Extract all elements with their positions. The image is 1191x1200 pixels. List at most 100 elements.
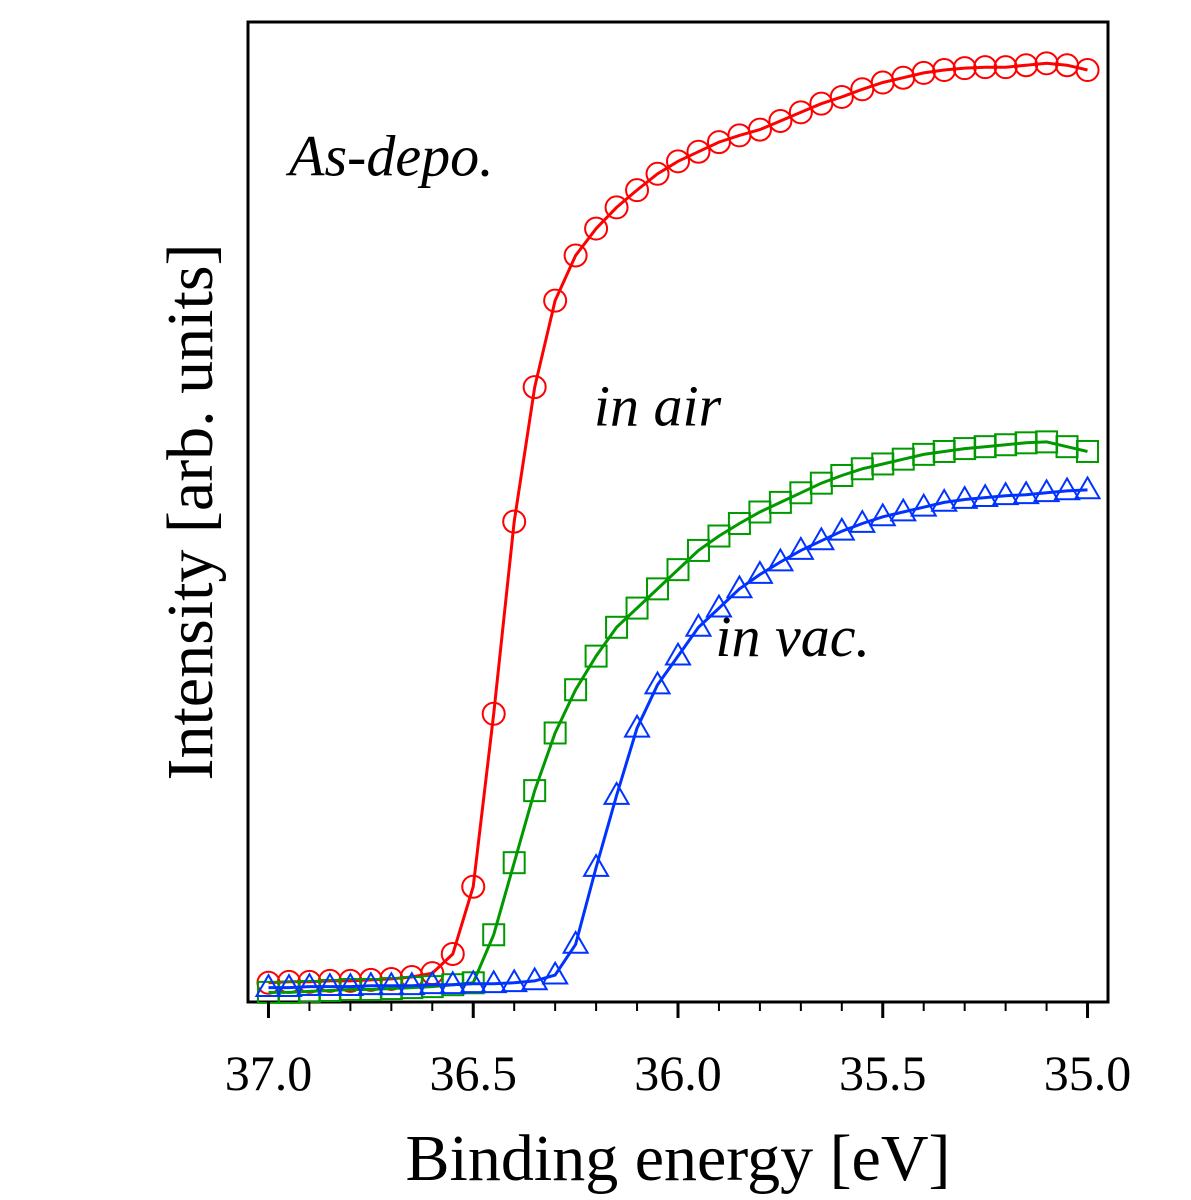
data-point bbox=[768, 108, 793, 133]
data-point bbox=[911, 60, 936, 85]
data-point bbox=[502, 851, 526, 875]
data-point bbox=[461, 874, 486, 899]
data-point bbox=[479, 969, 508, 994]
data-point bbox=[561, 929, 590, 954]
data-point bbox=[543, 721, 567, 745]
data-point bbox=[605, 615, 629, 639]
data-point bbox=[829, 84, 854, 109]
series-square bbox=[256, 430, 1100, 1004]
data-point bbox=[646, 577, 670, 601]
data-point bbox=[645, 161, 670, 186]
data-point bbox=[564, 678, 588, 702]
data-point bbox=[440, 941, 465, 966]
data-point bbox=[481, 701, 506, 726]
data-point bbox=[666, 149, 690, 174]
data-point bbox=[500, 968, 528, 993]
x-tick-label: 35.5 bbox=[839, 1045, 927, 1101]
data-point bbox=[523, 779, 547, 803]
data-point bbox=[602, 781, 631, 805]
data-point bbox=[828, 516, 856, 541]
data-point bbox=[1053, 476, 1081, 501]
data-point bbox=[520, 966, 549, 991]
data-point bbox=[971, 483, 999, 507]
data-point bbox=[1034, 51, 1059, 76]
series-layer bbox=[254, 51, 1102, 1004]
data-point bbox=[459, 969, 487, 994]
y-axis-title: Intensity [arb. units] bbox=[154, 243, 227, 780]
data-point bbox=[625, 596, 649, 620]
data-point bbox=[543, 288, 568, 313]
data-point bbox=[807, 526, 836, 551]
data-point bbox=[952, 56, 977, 81]
data-point bbox=[625, 178, 650, 203]
data-point bbox=[584, 216, 609, 241]
data-point bbox=[418, 970, 447, 995]
data-point bbox=[787, 536, 815, 560]
data-point bbox=[482, 923, 506, 947]
data-point bbox=[254, 973, 283, 997]
series-line bbox=[268, 488, 1088, 990]
data-point bbox=[991, 481, 1020, 506]
data-point bbox=[377, 971, 406, 996]
data-point bbox=[869, 502, 897, 527]
data-point bbox=[398, 971, 426, 996]
data-point bbox=[295, 972, 324, 997]
data-point bbox=[623, 713, 651, 738]
data-point bbox=[684, 612, 713, 637]
data-point bbox=[747, 117, 772, 142]
data-point bbox=[502, 509, 527, 534]
data-point bbox=[725, 574, 754, 599]
series-circle bbox=[256, 51, 1100, 995]
data-point bbox=[604, 195, 629, 220]
series-line bbox=[268, 440, 1088, 994]
data-point bbox=[707, 524, 731, 548]
data-point bbox=[316, 972, 344, 997]
data-point bbox=[932, 58, 957, 83]
data-point bbox=[563, 243, 588, 268]
data-point bbox=[950, 485, 979, 509]
data-point bbox=[582, 853, 610, 877]
data-point bbox=[686, 139, 711, 164]
data-point bbox=[357, 971, 385, 996]
series-line bbox=[268, 61, 1088, 985]
annotation: in vac. bbox=[715, 604, 870, 669]
data-point bbox=[909, 492, 938, 517]
annotation: As-depo. bbox=[285, 124, 494, 189]
data-point bbox=[1076, 439, 1100, 463]
series-triangle bbox=[254, 475, 1102, 997]
data-point bbox=[439, 970, 467, 995]
data-point bbox=[1032, 478, 1061, 503]
data-point bbox=[766, 547, 795, 572]
data-point bbox=[664, 641, 692, 666]
data-point bbox=[1075, 58, 1100, 83]
x-tick-label: 36.5 bbox=[429, 1045, 517, 1101]
data-point bbox=[584, 644, 608, 668]
data-point bbox=[275, 973, 303, 997]
data-point bbox=[993, 55, 1018, 80]
annotation: in air bbox=[594, 374, 722, 439]
data-point bbox=[848, 509, 877, 533]
data-point bbox=[541, 960, 569, 985]
data-point bbox=[727, 512, 751, 536]
data-point bbox=[336, 972, 365, 997]
annotations: As-depo. in air in vac. bbox=[285, 124, 870, 669]
x-tick-label: 37.0 bbox=[225, 1045, 313, 1101]
data-point bbox=[522, 375, 547, 400]
data-point bbox=[643, 670, 672, 695]
data-point bbox=[788, 100, 813, 125]
data-point bbox=[930, 487, 958, 512]
data-point bbox=[686, 538, 710, 562]
data-point bbox=[1012, 480, 1040, 505]
data-point bbox=[973, 55, 998, 80]
x-axis-title: Binding energy [eV] bbox=[406, 1122, 951, 1195]
x-tick-label: 36.0 bbox=[634, 1045, 722, 1101]
x-ticks: 37.0 36.5 36.0 35.5 35.0 bbox=[225, 1002, 1132, 1101]
data-point bbox=[746, 560, 774, 584]
data-point bbox=[705, 593, 733, 618]
data-point bbox=[666, 558, 690, 582]
data-point bbox=[1073, 475, 1102, 500]
x-tick-label: 35.0 bbox=[1044, 1045, 1132, 1101]
data-point bbox=[1014, 53, 1039, 78]
data-point bbox=[889, 497, 917, 522]
